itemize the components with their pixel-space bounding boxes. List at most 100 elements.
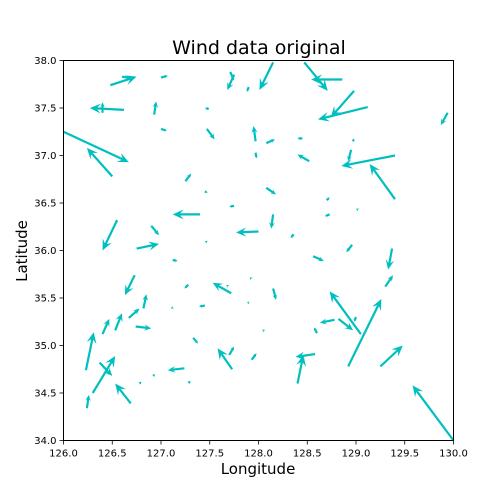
wind-arrow [246, 86, 250, 92]
x-tick-label: 126.0 [49, 449, 78, 460]
arrow-shaft [153, 104, 157, 115]
arrow-head [369, 164, 381, 176]
arrow-shaft [101, 322, 109, 335]
arrow-shaft [135, 325, 148, 329]
arrow-head [86, 147, 98, 160]
wind-arrow [142, 294, 148, 309]
arrow-head [124, 284, 134, 296]
arrow-head [204, 190, 208, 194]
arrow-shaft [206, 107, 210, 111]
wind-arrow [269, 214, 275, 229]
arrow-head [346, 247, 351, 253]
wind-arrow [324, 213, 331, 217]
arrow-head [272, 294, 278, 300]
wind-arrow [192, 337, 199, 344]
wind-arrow [102, 219, 119, 251]
arrow-head [253, 353, 257, 358]
wind-arrow [379, 345, 403, 368]
arrow-head [372, 298, 382, 312]
arrow-head [297, 136, 301, 140]
arrow-head [391, 345, 403, 357]
y-axis-ticks: 34.0 34.5 35.0 35.5 36.0 36.5 37.0 37.5 38.0 [34, 56, 64, 447]
arrow-shaft [160, 127, 166, 132]
arrow-head [116, 153, 129, 163]
arrow-shaft [217, 284, 232, 295]
arrow-head [164, 75, 168, 79]
arrow-shaft [379, 349, 399, 368]
arrow-shaft [290, 233, 295, 238]
arrow-shaft [138, 382, 141, 385]
arrow-head [163, 128, 167, 132]
wind-arrow [226, 284, 230, 288]
wind-arrow [170, 305, 175, 309]
y-tick-label: 35.0 [34, 341, 56, 352]
wind-arrow [440, 112, 449, 126]
arrow-shaft [388, 248, 394, 265]
arrow-shaft [326, 213, 331, 217]
wind-arrow [297, 154, 310, 163]
arrow-head [324, 213, 329, 217]
arrow-head [344, 322, 354, 331]
wind-arrow [246, 301, 250, 305]
x-tick-label: 126.5 [98, 449, 127, 460]
arrow-shaft [109, 77, 131, 87]
arrow-shaft [150, 225, 158, 234]
arrow-head [142, 294, 148, 302]
arrow-head [262, 329, 266, 333]
arrow-shaft [441, 112, 449, 123]
wind-arrow [272, 288, 278, 300]
wind-arrow [353, 316, 358, 322]
arrow-head [170, 305, 175, 309]
arrow-head [290, 234, 294, 239]
arrow-head [153, 229, 160, 236]
arrow-shaft [246, 86, 250, 91]
wind-arrow [135, 324, 152, 331]
y-tick-label: 34.0 [34, 436, 56, 447]
arrow-head [295, 351, 305, 360]
wind-arrow [265, 139, 276, 145]
arrow-shaft [96, 107, 125, 111]
arrow-shaft [353, 316, 358, 321]
wind-arrow [109, 75, 137, 87]
arrow-head [270, 139, 276, 143]
arrow-shaft [250, 354, 257, 361]
y-tick-label: 35.5 [34, 294, 56, 305]
wind-arrow [150, 225, 160, 236]
wind-arrow [136, 241, 160, 251]
arrow-shaft [323, 318, 335, 324]
arrow-shaft [254, 152, 258, 157]
arrow-head [385, 259, 395, 270]
arrow-shaft [296, 361, 304, 384]
wind-arrow [295, 351, 316, 360]
arrow-head [85, 394, 91, 402]
wind-arrow [100, 102, 105, 113]
arrow-shaft [90, 152, 114, 178]
arrow-shaft [184, 174, 191, 182]
arrow-shaft [253, 130, 257, 142]
arrow-head [230, 346, 235, 352]
arrow-head [226, 284, 230, 288]
wind-arrow [337, 318, 354, 331]
wind-arrow [160, 75, 168, 79]
arrow-head [152, 101, 158, 108]
arrow-head [246, 301, 250, 305]
wind-arrow [84, 332, 97, 371]
wind-arrow [290, 233, 295, 239]
arrow-shaft [172, 258, 177, 262]
arrow-shaft [91, 361, 113, 394]
arrow-head [356, 208, 360, 212]
wind-arrow [341, 154, 396, 169]
arrow-head [314, 327, 317, 331]
arrow-head [204, 107, 209, 111]
arrow-head [440, 118, 447, 126]
x-tick-label: 128.0 [244, 449, 273, 460]
arrow-head [204, 240, 209, 244]
arrow-shaft [372, 168, 396, 200]
arrow-head [329, 291, 341, 304]
arrow-head [115, 313, 123, 323]
x-tick-label: 129.0 [342, 449, 371, 460]
arrow-shaft [300, 155, 310, 163]
wind-arrow [204, 190, 208, 194]
arrow-head [103, 367, 113, 376]
arrow-head [297, 154, 305, 160]
